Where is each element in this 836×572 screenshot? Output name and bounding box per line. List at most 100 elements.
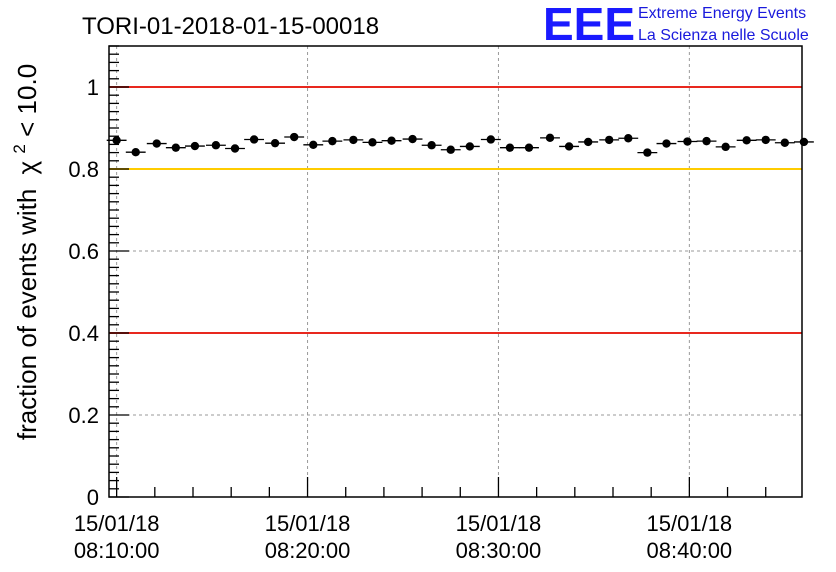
y-tick-label: 0 bbox=[87, 485, 99, 510]
data-point bbox=[715, 142, 736, 152]
data-point-marker bbox=[604, 135, 614, 145]
x-tick-label-date: 15/01/18 bbox=[265, 511, 351, 536]
data-point bbox=[736, 136, 757, 145]
data-point-marker bbox=[112, 136, 121, 145]
x-axis-ticks bbox=[115, 477, 767, 497]
data-point-marker bbox=[171, 143, 181, 152]
data-point bbox=[165, 143, 186, 152]
data-markers bbox=[106, 132, 814, 157]
data-point bbox=[618, 134, 639, 143]
y-axis-label-main: fraction of events with bbox=[12, 189, 42, 440]
logo-mark: EEE bbox=[543, 0, 635, 50]
data-point bbox=[244, 135, 265, 144]
logo-line-1: Extreme Energy Events bbox=[638, 5, 806, 22]
x-axis-tick-labels: 15/01/1808:10:0015/01/1808:20:0015/01/18… bbox=[74, 511, 732, 563]
data-point bbox=[402, 134, 423, 144]
data-point-marker bbox=[190, 141, 200, 151]
reference-lines bbox=[109, 86, 802, 334]
data-point-marker bbox=[249, 135, 259, 144]
y-axis-label-chi: χ bbox=[12, 160, 42, 174]
data-point-marker bbox=[270, 138, 280, 148]
chart-title: TORI-01-2018-01-15-00018 bbox=[82, 13, 379, 40]
grid-lines bbox=[109, 46, 802, 497]
data-point-marker bbox=[702, 136, 711, 146]
data-point bbox=[106, 136, 127, 145]
data-point-marker bbox=[662, 139, 671, 148]
data-point bbox=[696, 136, 717, 146]
data-point-marker bbox=[387, 136, 396, 145]
y-tick-label: 0.4 bbox=[68, 321, 99, 346]
x-tick-label-date: 15/01/18 bbox=[74, 511, 160, 536]
data-point bbox=[440, 145, 461, 154]
y-tick-label: 0.2 bbox=[68, 403, 99, 428]
data-point-marker bbox=[799, 137, 809, 147]
data-point bbox=[755, 135, 776, 145]
plot-frame bbox=[108, 45, 803, 498]
data-point bbox=[637, 148, 658, 157]
data-point-marker bbox=[328, 136, 337, 146]
data-point bbox=[540, 133, 560, 143]
data-point-marker bbox=[545, 133, 555, 143]
y-tick-label: 1 bbox=[87, 75, 99, 100]
x-tick-label-time: 08:40:00 bbox=[647, 538, 733, 563]
data-point-marker bbox=[742, 136, 751, 145]
x-tick-label-date: 15/01/18 bbox=[647, 511, 733, 536]
y-tick-label: 0.8 bbox=[68, 157, 99, 182]
data-point-marker bbox=[427, 141, 436, 150]
data-point-marker bbox=[564, 142, 574, 151]
x-tick-label-time: 08:30:00 bbox=[456, 538, 542, 563]
data-point bbox=[303, 140, 324, 150]
data-point-marker bbox=[643, 148, 652, 157]
data-point-marker bbox=[446, 145, 455, 154]
data-point-marker bbox=[761, 135, 770, 145]
y-axis-label-exponent: 2 bbox=[10, 144, 29, 153]
data-point bbox=[362, 138, 383, 147]
data-point-marker bbox=[368, 138, 377, 147]
data-point bbox=[559, 142, 580, 151]
data-point bbox=[599, 135, 620, 145]
data-point bbox=[184, 141, 205, 151]
data-point-marker bbox=[408, 134, 417, 144]
data-point-marker bbox=[309, 140, 318, 150]
data-point-marker bbox=[230, 144, 240, 153]
data-point bbox=[499, 143, 520, 152]
eee-logo: EEE Extreme Energy Events La Scienza nel… bbox=[543, 0, 809, 50]
data-point bbox=[578, 137, 599, 147]
data-point bbox=[322, 136, 343, 146]
data-point bbox=[125, 147, 146, 157]
data-point bbox=[225, 144, 245, 153]
x-tick-label-date: 15/01/18 bbox=[456, 511, 542, 536]
y-axis-ticks bbox=[109, 45, 129, 498]
y-tick-label: 0.6 bbox=[68, 239, 99, 264]
data-point bbox=[793, 137, 814, 147]
data-point-marker bbox=[583, 137, 593, 147]
data-point-marker bbox=[211, 141, 221, 150]
data-point bbox=[774, 138, 795, 147]
data-point bbox=[205, 141, 226, 150]
data-point-marker bbox=[524, 143, 534, 152]
data-point-marker bbox=[152, 139, 161, 148]
data-point-marker bbox=[486, 135, 496, 144]
data-point-marker bbox=[780, 138, 790, 147]
data-point bbox=[146, 139, 167, 148]
data-point bbox=[343, 135, 364, 145]
y-axis-label: fraction of events with χ 2 < 10.0 bbox=[1, 64, 42, 440]
x-tick-label-time: 08:20:00 bbox=[265, 538, 351, 563]
data-point bbox=[519, 143, 539, 152]
data-point-marker bbox=[131, 147, 140, 157]
x-tick-label-time: 08:10:00 bbox=[74, 538, 160, 563]
logo-line-2: La Scienza nelle Scuole bbox=[638, 27, 809, 44]
y-axis-tick-labels: 0 0.2 0.4 0.6 0.8 1 bbox=[68, 75, 99, 510]
data-point bbox=[480, 135, 501, 144]
data-point bbox=[381, 136, 402, 145]
data-point bbox=[656, 139, 677, 148]
data-point-marker bbox=[349, 135, 358, 145]
data-point-marker bbox=[505, 143, 515, 152]
data-point bbox=[265, 138, 286, 148]
data-point-marker bbox=[289, 132, 299, 142]
data-point-marker bbox=[624, 134, 633, 143]
data-point bbox=[677, 137, 698, 146]
data-point-marker bbox=[465, 142, 475, 151]
data-point-marker bbox=[721, 142, 730, 152]
